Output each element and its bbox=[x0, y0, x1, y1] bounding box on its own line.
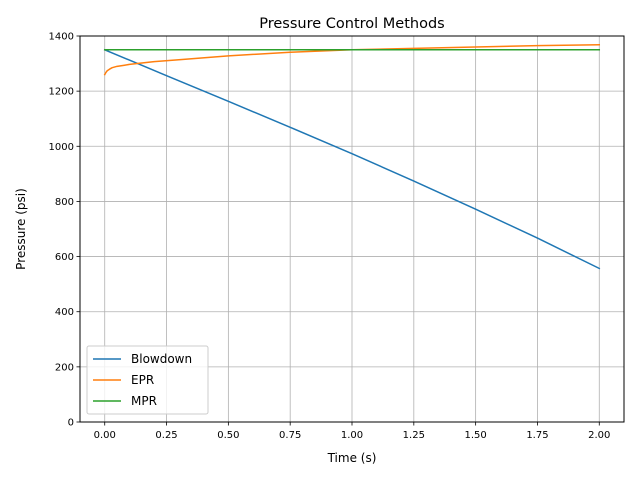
x-tick-label: 0.00 bbox=[94, 430, 116, 441]
legend-label: MPR bbox=[131, 394, 157, 408]
x-axis-label: Time (s) bbox=[327, 451, 377, 465]
legend-label: EPR bbox=[131, 373, 154, 387]
y-tick-label: 1400 bbox=[49, 32, 74, 43]
series-line-epr bbox=[103, 44, 601, 76]
axis-ticks: 0.00 0.25 0.50 0.75 1.00 1.25 1.50 1.75 2.00 0 200… bbox=[49, 32, 611, 442]
legend-box bbox=[86, 345, 209, 415]
series-line-blowdown bbox=[103, 48, 601, 270]
x-tick-label: 1.00 bbox=[341, 430, 363, 441]
y-tick-label: 200 bbox=[55, 362, 74, 373]
series-lines bbox=[103, 44, 601, 270]
y-tick-label: 800 bbox=[55, 197, 74, 208]
y-tick-label: 400 bbox=[55, 307, 74, 318]
x-tick-label: 1.25 bbox=[403, 430, 425, 441]
chart-title: Pressure Control Methods bbox=[259, 16, 444, 32]
y-axis-label: Pressure (psi) bbox=[14, 188, 28, 270]
y-tick-label: 1200 bbox=[49, 87, 74, 98]
x-tick-label: 1.50 bbox=[465, 430, 487, 441]
y-tick-label: 0 bbox=[68, 418, 74, 429]
legend: Blowdown EPR MPR bbox=[86, 345, 209, 415]
x-tick-label: 0.50 bbox=[217, 430, 239, 441]
y-tick-label: 600 bbox=[55, 252, 74, 263]
x-tick-label: 2.00 bbox=[588, 430, 610, 441]
x-tick-label: 0.25 bbox=[155, 430, 177, 441]
y-tick-label: 1000 bbox=[49, 142, 74, 153]
legend-label: Blowdown bbox=[131, 352, 192, 366]
x-tick-label: 0.75 bbox=[279, 430, 301, 441]
x-tick-label: 1.75 bbox=[526, 430, 548, 441]
